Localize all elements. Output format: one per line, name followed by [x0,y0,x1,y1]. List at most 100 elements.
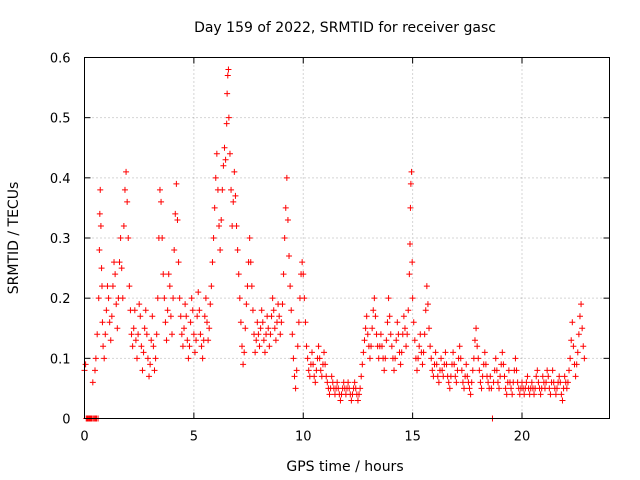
data-point [503,391,510,398]
data-point [567,355,574,362]
data-point [198,343,205,350]
data-point [563,385,570,392]
data-point [434,373,441,380]
data-point [351,379,358,386]
data-point [224,90,231,97]
data-point [383,337,390,344]
data-point [286,253,293,260]
data-point [426,325,433,332]
data-point [310,361,317,368]
data-point [108,313,115,320]
data-point [476,367,483,374]
data-point [170,295,177,302]
data-point [407,241,413,248]
data-point [512,355,519,362]
data-point [464,373,471,380]
data-point [96,247,103,254]
data-point [124,198,131,205]
data-point [146,373,153,380]
data-point [119,295,126,302]
data-point [384,319,391,326]
data-point [502,385,509,392]
data-point [82,361,89,368]
data-point [324,379,331,386]
data-point [357,385,364,392]
data-point [138,343,145,350]
data-point [202,295,209,302]
data-point [92,367,98,374]
data-point [580,343,587,350]
data-point [521,391,528,398]
data-point [533,373,540,380]
data-point [197,331,204,338]
data-point [284,216,291,223]
data-point [305,367,312,374]
data-point [147,361,154,368]
data-point [545,373,552,380]
data-point [141,325,148,332]
data-point [468,379,475,386]
data-point [221,144,228,151]
data-point [493,367,500,374]
data-point [224,72,231,79]
data-point [438,355,445,362]
data-point [165,271,172,278]
data-point [371,295,378,302]
data-point [487,373,494,380]
data-point [509,391,516,398]
data-point [222,156,229,163]
data-point [113,301,120,308]
x-tick-labels: 0 5 10 15 20 [80,430,530,445]
data-point [315,343,322,350]
data-point [433,361,440,368]
data-point [193,337,200,344]
data-point [237,319,244,326]
data-point [150,343,157,350]
data-point [372,313,379,320]
data-point [501,373,508,380]
data-point [467,391,474,398]
y-tick-labels: 0 0.1 0.2 0.3 0.4 0.5 0.6 [50,52,71,428]
data-point [201,313,208,320]
data-point [270,307,277,314]
data-point [118,265,125,272]
data-point [534,367,541,374]
data-point [547,391,554,398]
data-point [556,373,563,380]
data-point [107,337,114,344]
data-point [132,337,139,344]
data-point [233,222,240,229]
data-point [401,325,408,332]
chart-title: Day 159 of 2022, SRMTID for receiver gas… [194,20,496,36]
data-point [290,355,297,362]
data-point [292,385,299,392]
data-point [304,355,311,362]
data-point [208,283,215,290]
data-point [187,319,194,326]
data-point [445,379,452,386]
data-point [382,355,389,362]
data-point [523,379,530,386]
data-point [539,373,546,380]
data-point [249,307,256,314]
data-point [94,331,101,338]
data-point [559,397,566,404]
data-point [239,343,245,350]
data-point [409,259,416,266]
data-point [139,367,146,374]
data-point [204,319,210,326]
data-point [276,313,283,320]
data-point [256,343,263,350]
data-point [183,313,190,320]
data-point [388,343,395,350]
data-point [321,349,328,356]
data-point [267,331,274,338]
data-point [149,313,156,320]
data-point [143,331,150,338]
data-point [121,186,128,193]
data-point [189,307,196,314]
data-point [299,259,306,266]
data-point [184,337,191,344]
data-point [174,216,181,223]
